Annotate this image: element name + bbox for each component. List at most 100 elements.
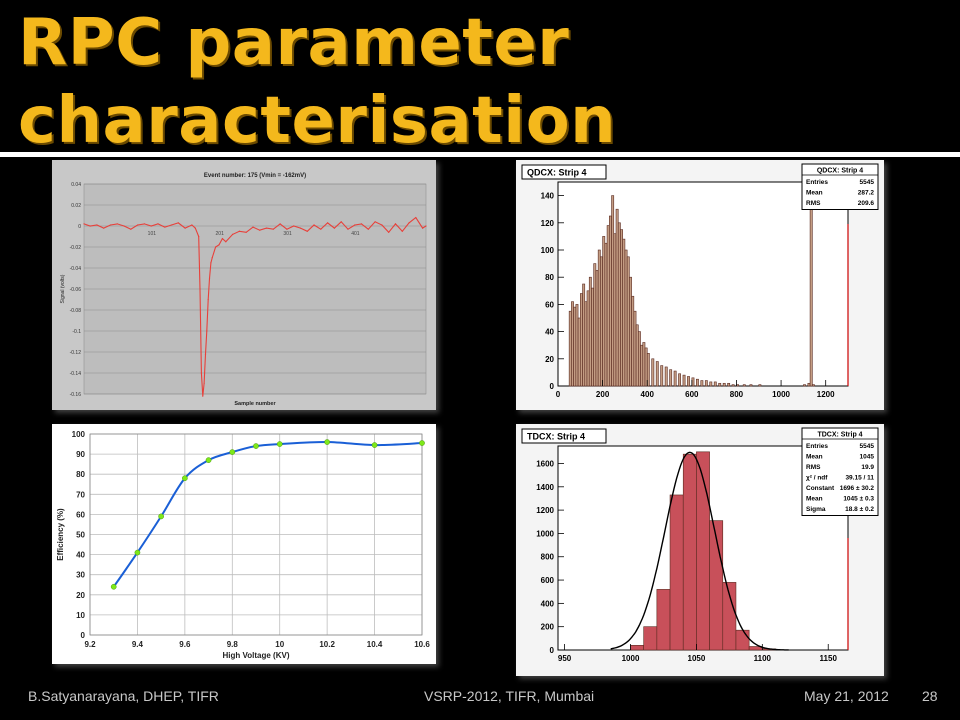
y-tick-label: 1000 <box>536 529 554 538</box>
histogram-bar <box>580 293 583 387</box>
data-point <box>211 256 213 259</box>
data-point <box>360 223 363 225</box>
gaussian-fit-curve <box>610 451 789 651</box>
footer-date: May 21, 2012 <box>804 688 889 704</box>
qdcx-histogram: QDCX: Strip 4 0 20 40 60 80 100 120 140 0 200 400 60… <box>516 160 884 410</box>
stats-value: 5545 <box>860 443 875 450</box>
x-tick-label: 1100 <box>754 654 772 663</box>
data-point <box>210 262 212 264</box>
histogram-bar <box>602 236 606 387</box>
histogram-bar <box>704 380 708 387</box>
data-point <box>143 223 145 225</box>
histogram-bar <box>615 208 619 387</box>
data-point <box>232 233 234 235</box>
data-point <box>333 227 335 229</box>
x-tick-label: 301 <box>283 231 292 237</box>
data-point <box>116 223 118 225</box>
data-point <box>293 225 295 227</box>
stats-label: Entries <box>806 179 828 186</box>
data-point <box>96 224 98 226</box>
histogram-bar <box>812 384 815 387</box>
histogram-bar <box>758 384 762 387</box>
stats-value: 209.6 <box>858 200 875 207</box>
data-point <box>215 246 217 248</box>
y-tick-label: 20 <box>545 355 554 364</box>
y-tick-label: 0.02 <box>71 203 81 209</box>
data-point <box>208 277 211 280</box>
data-point <box>279 223 281 225</box>
stats-label: Entries <box>806 443 828 450</box>
y-tick-label: 600 <box>541 576 555 585</box>
histogram-bar <box>577 317 581 387</box>
histogram-bar <box>591 287 594 387</box>
data-point <box>253 443 259 449</box>
x-tick-label: 200 <box>596 390 610 399</box>
chart-background <box>52 424 436 664</box>
data-point <box>381 224 383 226</box>
histogram-bar <box>586 290 590 387</box>
data-point <box>170 224 173 226</box>
histogram-bar <box>749 384 753 387</box>
histogram-bar <box>727 382 731 387</box>
data-point <box>265 227 268 229</box>
y-tick-label: -0.14 <box>70 371 82 377</box>
x-axis-label: Sample number <box>234 401 276 407</box>
histogram-bar <box>687 376 690 387</box>
data-point <box>134 549 141 556</box>
title-divider <box>0 152 960 157</box>
histogram-bar <box>613 233 617 387</box>
x-tick-label: 400 <box>641 390 655 399</box>
data-point <box>204 353 207 355</box>
histogram-bar <box>568 310 572 387</box>
y-tick-label: 400 <box>541 599 555 608</box>
data-point <box>408 222 410 224</box>
slide-title: RPC parameter characterisation <box>18 4 616 160</box>
histogram-title-box: TDCX: Strip 4 <box>521 428 607 444</box>
histogram-bar <box>696 378 699 387</box>
stats-box: TDCX: Strip 4 Entries 5545 Mean 1045 RMS 19.9 χ… <box>801 427 879 516</box>
histogram-bar <box>643 626 658 651</box>
histogram-title: QDCX: Strip 4 <box>527 168 587 178</box>
data-point <box>425 225 427 227</box>
histogram-bar <box>571 301 574 387</box>
data-point <box>229 449 236 455</box>
histogram-bar <box>731 384 735 387</box>
stats-value: 18.8 ± 0.2 <box>845 506 874 513</box>
histogram-bar <box>635 324 639 387</box>
stats-value: 5545 <box>860 179 875 186</box>
stats-value: 19.9 <box>861 464 874 471</box>
y-tick-label: 120 <box>541 219 555 228</box>
data-point <box>109 224 112 226</box>
data-point <box>202 395 204 397</box>
histogram-bar <box>633 310 637 387</box>
data-point <box>299 227 302 229</box>
y-tick-label: -0.06 <box>70 287 82 293</box>
histogram-bar <box>803 384 806 387</box>
footer-author: B.Satyanarayana, DHEP, TIFR <box>28 688 219 704</box>
data-point <box>203 382 205 385</box>
x-tick-label: 950 <box>558 654 572 663</box>
data-point <box>123 225 125 227</box>
data-point <box>198 235 200 238</box>
histogram-bar <box>631 295 635 387</box>
data-point <box>371 442 378 448</box>
data-point <box>89 225 91 227</box>
data-point <box>252 226 254 228</box>
data-point <box>130 228 132 230</box>
x-tick-label: 800 <box>730 390 744 399</box>
stats-value: 1045 <box>860 454 875 461</box>
y-tick-label: 80 <box>76 470 85 479</box>
data-point <box>150 225 152 227</box>
y-tick-label: -0.08 <box>70 308 82 314</box>
x-axis-label: High Voltage (KV) <box>223 651 290 660</box>
histogram-bar <box>682 453 697 651</box>
histogram-bar <box>709 381 713 387</box>
y-tick-label: 10 <box>76 611 85 620</box>
stats-label: Mean <box>806 454 823 461</box>
x-tick-label: 1150 <box>820 654 838 663</box>
stats-title: QDCX: Strip 4 <box>817 168 863 175</box>
histogram-bar <box>588 276 592 387</box>
x-tick-label: 1000 <box>772 390 790 399</box>
y-tick-label: 0.04 <box>71 182 81 188</box>
y-tick-label: -0.02 <box>70 245 82 251</box>
